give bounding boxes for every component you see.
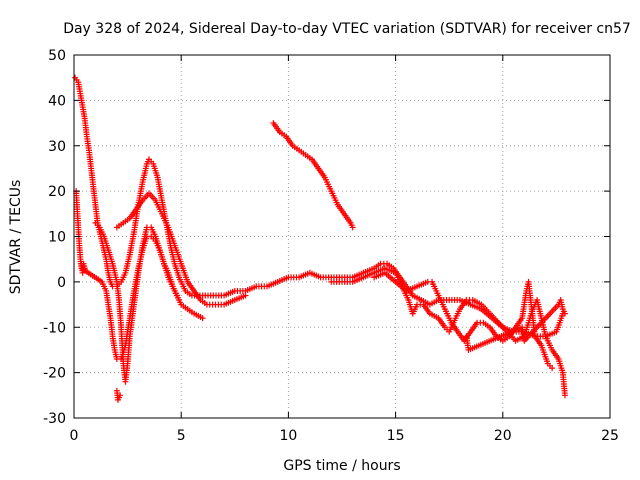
data-point — [117, 392, 124, 399]
y-tick-label: 0 — [57, 275, 66, 291]
x-axis-label: GPS time / hours — [283, 458, 400, 474]
axis-ticks: 0 5 10 15 20 25 -30 -20 -10 0 10 20 30 40 50 — [43, 48, 619, 444]
y-tick-label: -20 — [43, 366, 66, 382]
series-s4 — [113, 190, 249, 308]
y-tick-label: 20 — [48, 184, 66, 200]
series-s6 — [270, 120, 356, 231]
chart-title: Day 328 of 2024, Sidereal Day-to-day VTE… — [63, 21, 631, 37]
y-tick-label: 50 — [48, 48, 66, 64]
series-s3 — [92, 219, 180, 385]
data-points — [72, 74, 568, 403]
series-s1 — [72, 74, 566, 340]
x-tick-label: 5 — [177, 428, 186, 444]
data-point — [561, 392, 568, 399]
data-point — [549, 365, 556, 372]
data-point — [199, 315, 206, 322]
series-s9 — [463, 297, 568, 353]
x-tick-label: 10 — [279, 428, 297, 444]
y-tick-label: 40 — [48, 93, 66, 109]
y-tick-label: 10 — [48, 230, 66, 246]
data-point — [242, 292, 249, 299]
x-tick-label: 20 — [494, 428, 512, 444]
data-point — [81, 265, 88, 272]
x-tick-label: 15 — [387, 428, 405, 444]
y-axis-label: SDTVAR / TECUs — [8, 180, 24, 295]
y-tick-label: 30 — [48, 139, 66, 155]
y-tick-label: -30 — [43, 411, 66, 427]
y-tick-label: -10 — [43, 320, 66, 336]
x-tick-label: 0 — [70, 428, 79, 444]
data-point — [173, 292, 180, 299]
data-point — [349, 224, 356, 231]
series-s5 — [78, 260, 124, 403]
x-tick-label: 25 — [601, 428, 619, 444]
data-point — [561, 310, 568, 317]
